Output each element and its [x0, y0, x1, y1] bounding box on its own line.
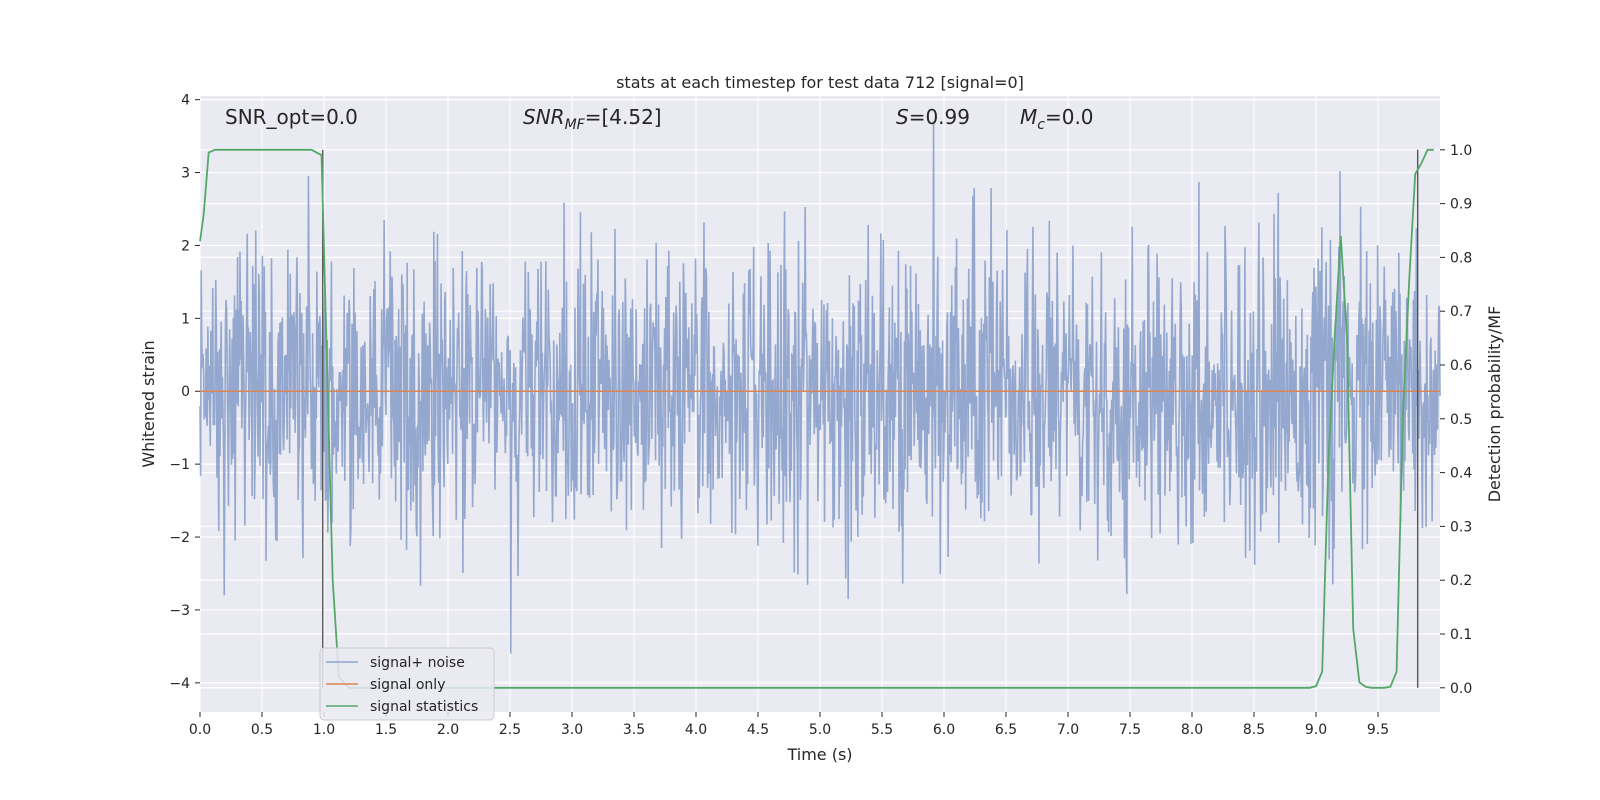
series-lines — [199, 148, 1440, 689]
y-left-tick-label-4: 0 — [181, 384, 190, 400]
x-tick-label-11: 5.5 — [871, 722, 893, 738]
x-tick-label-9: 4.5 — [747, 722, 769, 738]
y-left-tick-label-1: 3 — [181, 166, 190, 182]
y-right-tick-label-3: 0.7 — [1450, 304, 1472, 320]
x-tick-label-19: 9.5 — [1367, 722, 1389, 738]
y-axis-label-right: Detection probability/MF — [1485, 306, 1504, 503]
annotation-s: S=0.99 — [896, 105, 970, 129]
y-axis-right: 1.0 0.9 0.8 0.7 0.6 0.5 0.4 0.3 0.2 0.1 0.0 — [1440, 143, 1472, 697]
x-axis-label: Time (s) — [786, 745, 852, 764]
x-tick-label-17: 8.5 — [1243, 722, 1265, 738]
y-left-tick-label-0: 4 — [181, 93, 190, 109]
x-tick-label-15: 7.5 — [1119, 722, 1141, 738]
annotation-mc: Mc=0.0 — [1020, 105, 1094, 133]
y-right-tick-label-9: 0.1 — [1450, 627, 1472, 643]
legend-label-signal-only: signal only — [370, 677, 445, 693]
line-signal-statistics — [199, 148, 1434, 689]
y-left-tick-label-5: −1 — [169, 457, 190, 473]
y-right-tick-label-0: 1.0 — [1450, 143, 1472, 159]
x-tick-label-0: 0.0 — [189, 722, 211, 738]
x-tick-label-12: 6.0 — [933, 722, 955, 738]
y-axis-label-left: Whitened strain — [139, 340, 158, 467]
x-tick-label-10: 5.0 — [809, 722, 831, 738]
y-right-tick-label-1: 0.9 — [1450, 197, 1472, 213]
x-tick-label-6: 3.0 — [561, 722, 583, 738]
annotation-snr-mf: SNRMF=[4.52] — [523, 105, 662, 133]
x-tick-label-16: 8.0 — [1181, 722, 1203, 738]
legend-box — [319, 647, 495, 721]
x-tick-label-5: 2.5 — [499, 722, 521, 738]
x-tick-label-2: 1.0 — [313, 722, 335, 738]
x-tick-label-1: 0.5 — [251, 722, 273, 738]
x-tick-label-14: 7.0 — [1057, 722, 1079, 738]
legend-label-signal-statistics: signal statistics — [370, 699, 478, 715]
x-tick-label-8: 4.0 — [685, 722, 707, 738]
grid — [199, 96, 1440, 712]
y-left-tick-label-2: 2 — [181, 238, 190, 254]
y-right-tick-label-6: 0.4 — [1450, 466, 1472, 482]
legend: signal+ noise signal only signal statist… — [319, 647, 495, 721]
x-tick-label-13: 6.5 — [995, 722, 1017, 738]
x-tick-label-7: 3.5 — [623, 722, 645, 738]
y-right-tick-label-5: 0.5 — [1450, 412, 1472, 428]
y-right-tick-label-8: 0.2 — [1450, 573, 1472, 589]
annotation-snr-opt: SNR_opt=0.0 — [225, 105, 358, 129]
y-right-tick-label-4: 0.6 — [1450, 358, 1472, 374]
y-right-tick-label-7: 0.3 — [1450, 519, 1472, 535]
y-left-tick-label-3: 1 — [181, 311, 190, 327]
y-right-tick-label-10: 0.0 — [1450, 681, 1472, 697]
y-right-tick-label-2: 0.8 — [1450, 250, 1472, 266]
x-axis: 0.0 0.5 1.0 1.5 2.0 2.5 3.0 3.5 4.0 4.5 5.0 5.5 6.0 6… — [189, 712, 1389, 738]
x-tick-label-3: 1.5 — [375, 722, 397, 738]
y-left-tick-label-8: −4 — [169, 676, 190, 692]
series-signal-noise — [199, 121, 1441, 654]
legend-label-signal-noise: signal+ noise — [370, 655, 465, 671]
x-tick-label-4: 2.0 — [437, 722, 459, 738]
y-left-tick-label-7: −3 — [169, 603, 190, 619]
y-left-tick-label-6: −2 — [169, 530, 190, 546]
chart-title: stats at each timestep for test data 712… — [616, 73, 1024, 92]
line-signal-noise — [199, 121, 1441, 654]
y-axis-left: 4 3 2 1 0 −1 −2 −3 −4 — [169, 93, 200, 692]
x-tick-label-18: 9.0 — [1305, 722, 1327, 738]
